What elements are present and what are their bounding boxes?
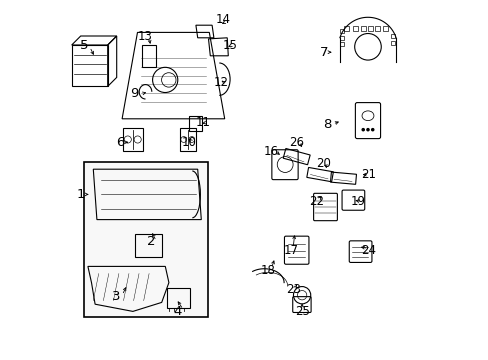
Text: 23: 23 xyxy=(285,283,300,296)
Text: 19: 19 xyxy=(350,195,365,208)
Bar xyxy=(84,162,208,317)
Bar xyxy=(134,234,162,257)
Bar xyxy=(390,41,394,45)
Bar xyxy=(382,26,387,31)
Text: 8: 8 xyxy=(323,118,331,131)
Bar xyxy=(167,288,190,308)
Text: 2: 2 xyxy=(146,235,155,248)
Text: 22: 22 xyxy=(308,195,324,208)
Circle shape xyxy=(366,129,368,131)
Text: 5: 5 xyxy=(80,39,88,51)
Bar xyxy=(188,116,202,131)
Text: 4: 4 xyxy=(173,305,182,318)
Text: 16: 16 xyxy=(264,145,279,158)
Text: 18: 18 xyxy=(260,264,275,276)
Bar xyxy=(339,42,344,46)
Text: 11: 11 xyxy=(195,116,210,129)
Bar xyxy=(367,26,372,31)
Text: 12: 12 xyxy=(213,76,228,89)
Bar xyxy=(339,36,344,40)
Text: 3: 3 xyxy=(112,291,121,303)
Circle shape xyxy=(371,129,373,131)
Text: 10: 10 xyxy=(181,136,196,149)
Text: 15: 15 xyxy=(222,39,237,51)
Text: 1: 1 xyxy=(76,188,85,201)
Text: 9: 9 xyxy=(130,87,139,100)
Bar xyxy=(360,26,365,31)
Bar xyxy=(390,35,394,38)
Text: 21: 21 xyxy=(361,168,375,181)
Bar xyxy=(344,26,349,31)
Text: 26: 26 xyxy=(288,136,304,149)
Text: 25: 25 xyxy=(294,305,309,318)
Text: 20: 20 xyxy=(316,157,330,170)
Bar xyxy=(339,30,344,33)
Text: 17: 17 xyxy=(283,244,298,257)
Bar xyxy=(122,128,142,151)
Circle shape xyxy=(362,129,364,131)
Text: 24: 24 xyxy=(361,244,375,257)
Bar xyxy=(375,26,380,31)
Text: 14: 14 xyxy=(215,13,230,26)
Text: 7: 7 xyxy=(319,46,327,59)
Bar xyxy=(179,128,196,151)
Text: 6: 6 xyxy=(116,136,124,149)
Text: 13: 13 xyxy=(138,30,153,42)
Bar xyxy=(352,26,358,31)
